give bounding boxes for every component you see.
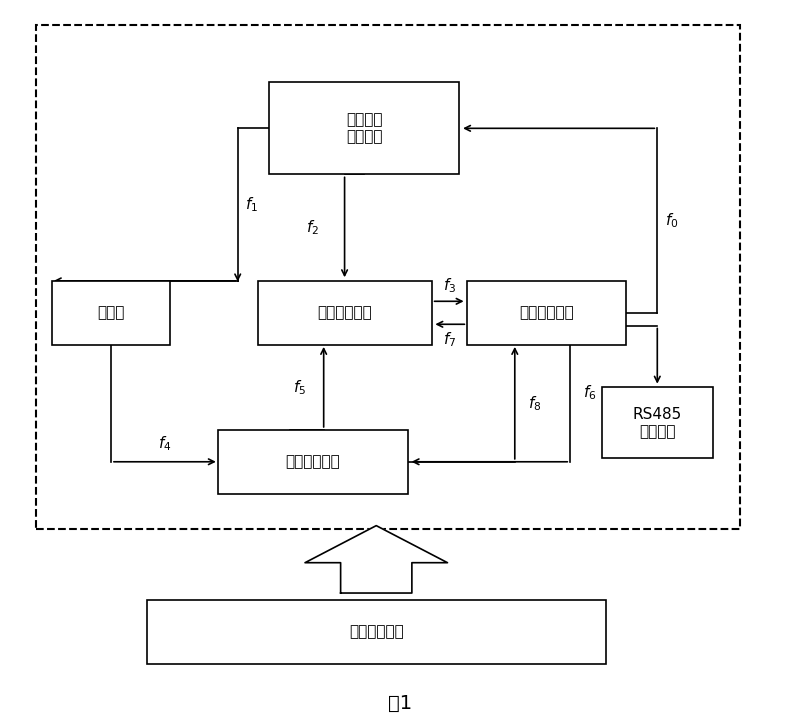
Text: $f_6$: $f_6$: [583, 383, 597, 402]
Bar: [52, 281, 170, 344]
Bar: [258, 281, 432, 344]
Text: 高速计时电路: 高速计时电路: [318, 306, 372, 320]
Bar: [467, 281, 626, 344]
Text: $f_1$: $f_1$: [246, 196, 258, 214]
Text: $f_0$: $f_0$: [665, 211, 678, 230]
Text: 信号激励
发生电路: 信号激励 发生电路: [346, 112, 382, 145]
Text: $f_4$: $f_4$: [158, 435, 171, 454]
Text: $f_2$: $f_2$: [306, 219, 319, 237]
Polygon shape: [305, 526, 447, 593]
Bar: [602, 388, 713, 458]
Text: 供电电源电路: 供电电源电路: [349, 625, 404, 639]
Bar: [218, 430, 408, 494]
Text: 波导丝: 波导丝: [98, 306, 125, 320]
Text: $f_3$: $f_3$: [443, 276, 456, 295]
Text: RS485
接口电路: RS485 接口电路: [633, 406, 682, 439]
Text: 中央控制单元: 中央控制单元: [519, 306, 574, 320]
Text: 图1: 图1: [388, 694, 412, 713]
Text: 信号处理电路: 信号处理电路: [286, 454, 340, 470]
Text: $f_7$: $f_7$: [443, 331, 456, 349]
Text: $f_5$: $f_5$: [294, 378, 306, 397]
Bar: [270, 82, 459, 175]
Bar: [146, 600, 606, 664]
Bar: [36, 25, 741, 529]
Text: $f_8$: $f_8$: [528, 394, 542, 413]
